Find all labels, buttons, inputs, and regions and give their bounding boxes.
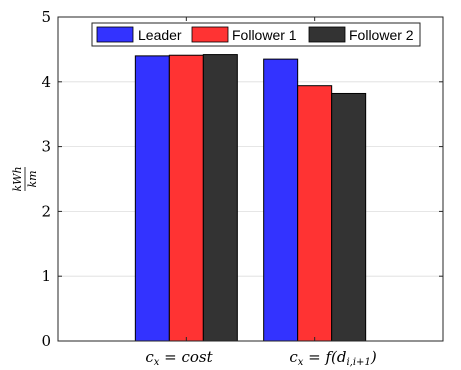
y-axis-label-denominator: km xyxy=(26,170,39,187)
x-axis-ticks xyxy=(185,17,316,341)
plot-area-frame xyxy=(57,16,444,342)
x-category-label-1: cx = cost xyxy=(145,348,213,368)
legend-swatch-follower-2 xyxy=(308,26,346,43)
legend-label-follower-2: Follower 2 xyxy=(349,27,414,43)
grid-lines xyxy=(58,81,443,277)
y-tick-label-0: 0 xyxy=(41,332,51,350)
legend-swatch-leader xyxy=(96,26,134,43)
y-tick-label-5: 5 xyxy=(41,8,51,26)
x-category-labels: cx = cost cx = f(di,i+1) xyxy=(145,348,376,368)
legend-swatch-follower-1 xyxy=(191,26,229,43)
bar-follower-2-cat-2 xyxy=(331,92,367,342)
bars xyxy=(134,54,367,342)
y-axis-label-numerator: kWh xyxy=(11,166,24,191)
legend: Leader Follower 1 Follower 2 xyxy=(91,22,421,47)
y-tick-label-1: 1 xyxy=(41,267,51,285)
bar-leader-cat-2 xyxy=(263,58,299,342)
legend-label-follower-1: Follower 1 xyxy=(232,27,297,43)
y-axis-ticks: 0 1 2 3 4 5 xyxy=(41,8,443,350)
bar-follower-1-cat-2 xyxy=(297,85,333,342)
y-tick-label-4: 4 xyxy=(41,73,51,91)
x-category-label-2: cx = f(di,i+1) xyxy=(289,348,377,368)
bar-follower-2-cat-1 xyxy=(202,54,238,342)
bar-follower-1-cat-1 xyxy=(168,54,204,342)
y-tick-label-3: 3 xyxy=(41,138,51,156)
y-tick-label-2: 2 xyxy=(41,202,51,220)
bar-leader-cat-1 xyxy=(134,55,170,342)
y-axis-label: kWh km xyxy=(11,166,39,191)
legend-label-leader: Leader xyxy=(138,27,182,43)
